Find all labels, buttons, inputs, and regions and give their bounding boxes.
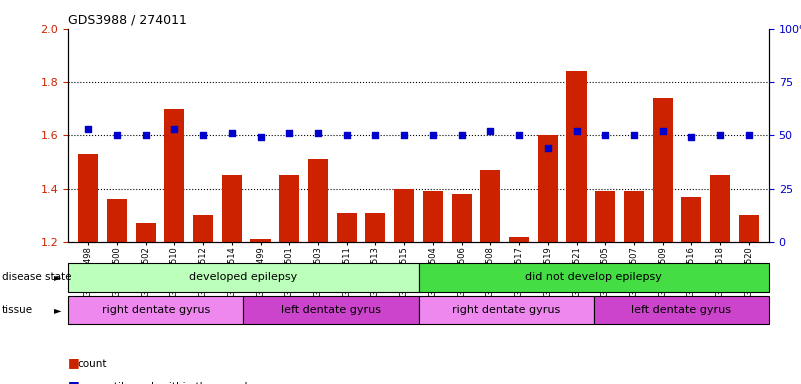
Bar [78,154,99,242]
Point [627,132,640,138]
Point [225,130,238,136]
Text: GDS3988 / 274011: GDS3988 / 274011 [68,13,187,26]
Point [398,132,411,138]
Bar [566,71,586,242]
Bar [107,199,127,242]
Bar [251,239,271,242]
Point [513,132,525,138]
Bar [336,213,356,242]
Text: tissue: tissue [2,305,33,315]
Bar [423,191,443,242]
Bar [481,170,501,242]
Bar [244,296,418,324]
Text: disease state: disease state [2,272,71,283]
Point [426,132,439,138]
Text: right dentate gyrus: right dentate gyrus [102,305,210,315]
Bar [537,135,557,242]
Bar [452,194,472,242]
Point [743,132,755,138]
Text: ►: ► [54,272,62,283]
Point [340,132,353,138]
Point [714,132,727,138]
Point [369,132,382,138]
Bar [594,296,769,324]
Point [139,132,152,138]
Point [254,134,267,141]
Bar [365,213,385,242]
Point [484,128,497,134]
Bar [222,175,242,242]
Bar [739,215,759,242]
Point [82,126,95,132]
Bar [653,98,673,242]
Bar [418,296,594,324]
Point [168,126,181,132]
Bar [68,296,244,324]
Bar [135,223,155,242]
Bar [308,159,328,242]
Point [541,145,554,151]
Text: developed epilepsy: developed epilepsy [189,272,297,283]
Point [656,128,669,134]
Point [312,130,324,136]
Bar [509,237,529,242]
Bar [418,263,769,292]
Text: right dentate gyrus: right dentate gyrus [452,305,560,315]
Bar [624,191,644,242]
Bar [710,175,731,242]
Text: count: count [78,359,107,369]
Point [111,132,123,138]
Text: did not develop epilepsy: did not develop epilepsy [525,272,662,283]
Point [455,132,468,138]
Bar [164,109,184,242]
Text: ■: ■ [68,356,80,369]
Bar [595,191,615,242]
Text: ►: ► [54,305,62,315]
Bar [682,197,702,242]
Point [570,128,583,134]
Bar [68,263,418,292]
Bar [394,189,414,242]
Text: left dentate gyrus: left dentate gyrus [631,305,731,315]
Text: percentile rank within the sample: percentile rank within the sample [78,382,254,384]
Bar [280,175,300,242]
Point [599,132,612,138]
Point [283,130,296,136]
Bar [193,215,213,242]
Text: ■: ■ [68,379,80,384]
Point [685,134,698,141]
Text: left dentate gyrus: left dentate gyrus [281,305,381,315]
Point [197,132,210,138]
